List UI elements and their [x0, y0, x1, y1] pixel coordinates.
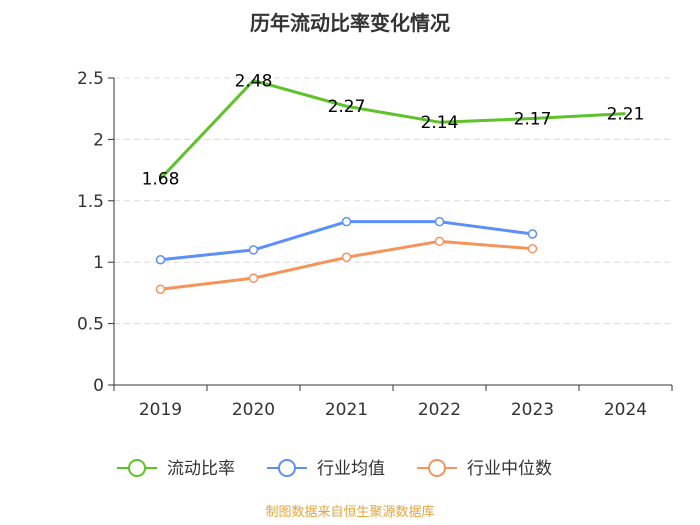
x-tick-label: 2024	[604, 400, 647, 420]
legend-marker	[278, 459, 296, 477]
x-tick-label: 2023	[511, 400, 554, 420]
data-label: 2.17	[514, 110, 552, 130]
data-label: 2.14	[421, 113, 459, 133]
y-tick-label: 1	[93, 253, 104, 273]
data-point	[341, 216, 352, 227]
x-tick-label: 2019	[139, 400, 182, 420]
y-tick-label: 2.5	[77, 69, 104, 89]
axes: 0 0.5 1 1.5 2 2.5 2019 2020 2021 2022 2023 2024	[77, 69, 673, 420]
data-labels: 1.68 2.48 2.27 2.14 2.17 2.21	[142, 71, 645, 189]
data-source-note: 制图数据来自恒生聚源数据库	[265, 504, 434, 520]
data-point	[527, 243, 538, 254]
data-point	[341, 252, 352, 263]
grid-lines	[114, 77, 672, 325]
x-tick-label: 2021	[325, 400, 368, 420]
data-label: 2.27	[328, 97, 366, 117]
data-point	[248, 245, 259, 255]
series-line-0	[159, 78, 626, 180]
series-group	[155, 78, 626, 294]
data-label: 2.21	[607, 105, 645, 125]
data-label: 1.68	[142, 170, 180, 190]
data-point	[434, 216, 445, 227]
chart-title: 历年流动比率变化情况	[250, 11, 450, 35]
x-tick-label: 2022	[418, 400, 461, 420]
series-line-2	[160, 239, 533, 291]
data-point	[527, 229, 538, 239]
legend-marker	[428, 459, 446, 477]
data-label: 2.48	[235, 71, 273, 91]
data-point	[248, 273, 259, 283]
legend-label: 行业均值	[317, 459, 385, 479]
y-tick-label: 0	[93, 376, 104, 396]
legend-marker	[128, 459, 146, 477]
data-point	[155, 284, 166, 294]
legend: 流动比率 行业均值 行业中位数	[117, 459, 552, 479]
y-tick-label: 1.5	[77, 192, 104, 212]
legend-label: 行业中位数	[467, 459, 552, 479]
data-point	[434, 236, 445, 247]
y-tick-label: 0.5	[77, 315, 104, 335]
x-tick-label: 2020	[232, 400, 275, 420]
y-tick-label: 2	[93, 130, 104, 150]
legend-label: 流动比率	[167, 459, 235, 479]
data-point	[155, 254, 166, 265]
